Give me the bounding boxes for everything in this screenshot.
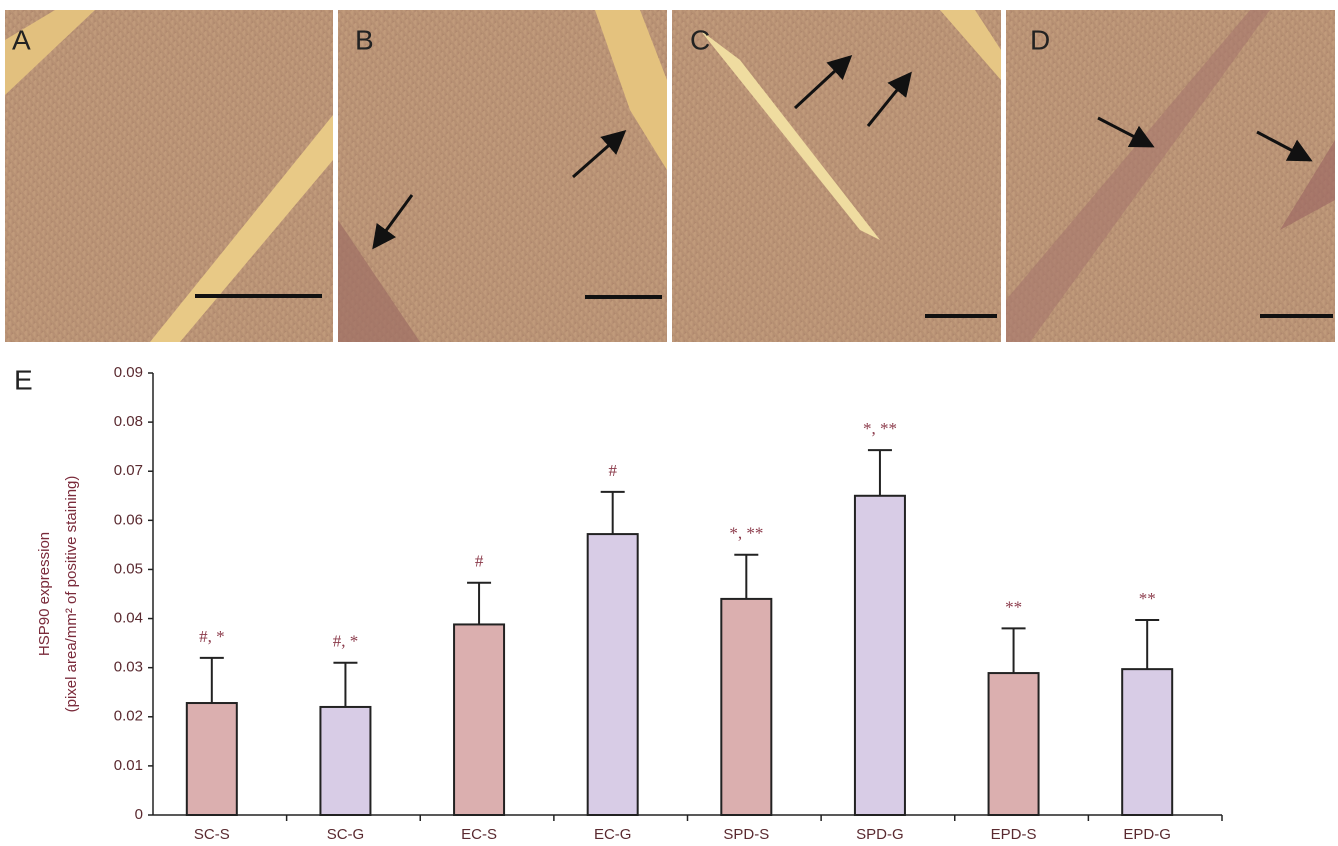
bar [1122,669,1172,815]
y-tick-label: 0 [135,806,143,823]
x-tick-label: SC-S [194,826,230,843]
panel-label: A [12,24,31,55]
y-tick-label: 0.07 [114,462,143,479]
significance-label: #, * [333,632,359,651]
y-tick-label: 0.01 [114,757,143,774]
y-tick-label: 0.05 [114,560,143,577]
x-tick-label: EPD-G [1123,826,1171,843]
x-tick-label: SPD-S [723,826,769,843]
x-tick-label: SC-G [327,826,365,843]
bar [989,673,1039,815]
y-axis-title-line: HSP90 expression [36,532,53,656]
bar [588,534,638,815]
bar [320,707,370,815]
y-tick-label: 0.04 [114,610,143,627]
significance-label: ** [1005,597,1022,616]
x-tick-label: EPD-S [991,826,1037,843]
bar [454,624,504,815]
y-axis-title: HSP90 expression (pixel area/mm² of posi… [36,476,80,713]
significance-label: ** [1139,589,1156,608]
significance-label: #, * [199,627,225,646]
y-tick-label: 0.09 [114,364,143,381]
y-tick-label: 0.08 [114,413,143,430]
x-tick-label: EC-G [594,826,632,843]
figure: A B C D E HSP90 expression (pixel area/m… [0,0,1338,846]
y-tick-label: 0.06 [114,511,143,528]
panel-label: B [355,24,374,55]
x-tick-label: EC-S [461,826,497,843]
panel-label: E [14,364,33,395]
bar [855,496,905,815]
bar [187,703,237,815]
micrograph [672,10,1001,342]
significance-label: *, ** [729,524,763,543]
y-tick-label: 0.02 [114,708,143,725]
bar [721,599,771,815]
significance-label: # [608,461,617,480]
x-tick-label: SPD-G [856,826,904,843]
y-axis-title-line: (pixel area/mm² of positive staining) [63,476,80,713]
y-tick-label: 0.03 [114,659,143,676]
significance-label: # [475,552,484,571]
micrographs: A B C D [5,10,1335,342]
panel-label: C [690,24,710,55]
micrograph [5,10,333,342]
significance-label: *, ** [863,419,897,438]
panel-label: D [1030,24,1050,55]
